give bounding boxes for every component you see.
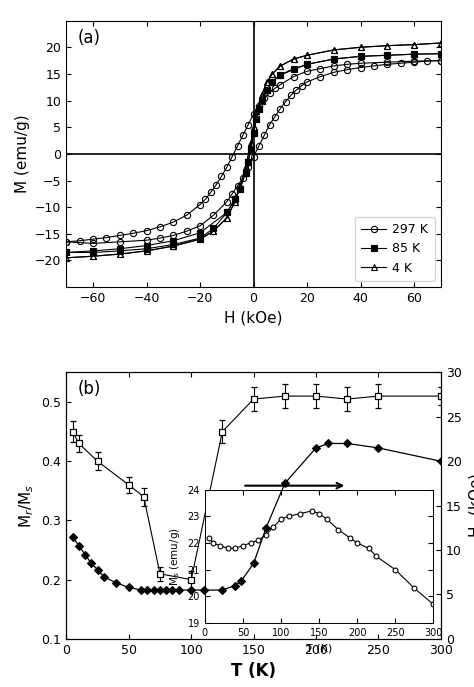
297 K <box>202 195 208 203</box>
297 K <box>272 85 278 93</box>
4 K <box>291 55 297 63</box>
4 K <box>304 51 310 59</box>
85 K <box>171 236 176 245</box>
297 K <box>157 223 163 231</box>
Line: 4 K: 4 K <box>63 40 444 261</box>
297 K <box>224 163 230 171</box>
4 K <box>243 163 248 171</box>
Line: 85 K: 85 K <box>63 51 444 256</box>
297 K <box>229 153 235 161</box>
4 K <box>248 139 254 147</box>
297 K <box>240 131 246 139</box>
4 K <box>438 39 444 47</box>
Text: (a): (a) <box>78 29 100 47</box>
4 K <box>358 43 364 52</box>
85 K <box>411 50 417 58</box>
297 K <box>171 218 176 226</box>
297 K <box>411 57 417 65</box>
85 K <box>64 249 69 257</box>
85 K <box>232 195 237 203</box>
4 K <box>384 41 390 49</box>
85 K <box>264 86 270 94</box>
85 K <box>358 52 364 60</box>
297 K <box>277 80 283 89</box>
85 K <box>256 104 262 113</box>
85 K <box>248 144 254 153</box>
297 K <box>251 110 256 118</box>
4 K <box>259 91 264 100</box>
297 K <box>246 120 251 128</box>
Y-axis label: M$_r$/M$_s$: M$_r$/M$_s$ <box>17 484 36 528</box>
Y-axis label: H$_c$ (kOe): H$_c$ (kOe) <box>467 473 474 539</box>
297 K <box>208 188 214 196</box>
Legend: 297 K, 85 K, 4 K: 297 K, 85 K, 4 K <box>355 217 435 281</box>
297 K <box>384 58 390 67</box>
297 K <box>117 232 123 240</box>
297 K <box>90 235 96 243</box>
85 K <box>384 51 390 59</box>
4 K <box>117 250 123 258</box>
4 K <box>237 182 243 190</box>
85 K <box>438 49 444 58</box>
297 K <box>267 89 273 97</box>
4 K <box>232 198 237 206</box>
4 K <box>264 78 270 86</box>
297 K <box>438 56 444 65</box>
4 K <box>224 214 230 222</box>
4 K <box>269 70 275 78</box>
297 K <box>64 238 69 246</box>
4 K <box>331 46 337 54</box>
297 K <box>304 67 310 76</box>
85 K <box>197 229 203 237</box>
85 K <box>331 55 337 63</box>
297 K <box>358 59 364 67</box>
297 K <box>130 229 136 238</box>
85 K <box>246 158 251 166</box>
85 K <box>277 71 283 79</box>
4 K <box>144 247 149 255</box>
297 K <box>256 102 262 110</box>
297 K <box>344 60 350 69</box>
4 K <box>64 254 69 262</box>
85 K <box>254 115 259 124</box>
4 K <box>277 62 283 70</box>
297 K <box>104 234 109 242</box>
297 K <box>197 201 203 209</box>
85 K <box>144 241 149 249</box>
297 K <box>331 62 337 70</box>
85 K <box>117 245 123 253</box>
4 K <box>197 235 203 243</box>
297 K <box>262 93 267 102</box>
297 K <box>184 211 190 219</box>
4 K <box>254 107 259 115</box>
X-axis label: H (kOe): H (kOe) <box>224 311 283 326</box>
4 K <box>171 242 176 250</box>
85 K <box>304 60 310 69</box>
297 K <box>213 181 219 189</box>
297 K <box>318 65 323 73</box>
85 K <box>291 65 297 73</box>
85 K <box>259 96 264 104</box>
4 K <box>90 252 96 260</box>
85 K <box>251 128 256 137</box>
297 K <box>144 227 149 235</box>
85 K <box>269 78 275 86</box>
4 K <box>411 41 417 49</box>
85 K <box>237 184 243 192</box>
4 K <box>251 123 256 131</box>
Line: 297 K: 297 K <box>63 58 444 245</box>
Text: (b): (b) <box>78 381 101 398</box>
297 K <box>235 142 240 150</box>
297 K <box>291 72 297 80</box>
X-axis label: T (K): T (K) <box>231 662 276 680</box>
85 K <box>243 168 248 177</box>
297 K <box>77 236 82 245</box>
85 K <box>90 247 96 255</box>
85 K <box>224 208 230 216</box>
297 K <box>219 172 224 181</box>
4 K <box>210 227 216 235</box>
Y-axis label: M (emu/g): M (emu/g) <box>15 115 29 193</box>
